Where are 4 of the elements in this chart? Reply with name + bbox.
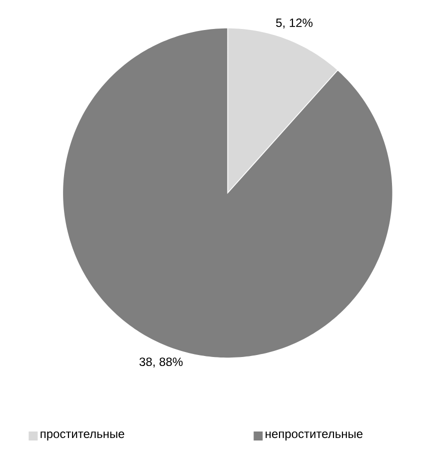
legend-label: непростительные [266,432,363,440]
data-label: 38, 88% [140,358,183,368]
legend-label: простительные [40,432,124,440]
data-label: 5, 12% [276,18,313,28]
